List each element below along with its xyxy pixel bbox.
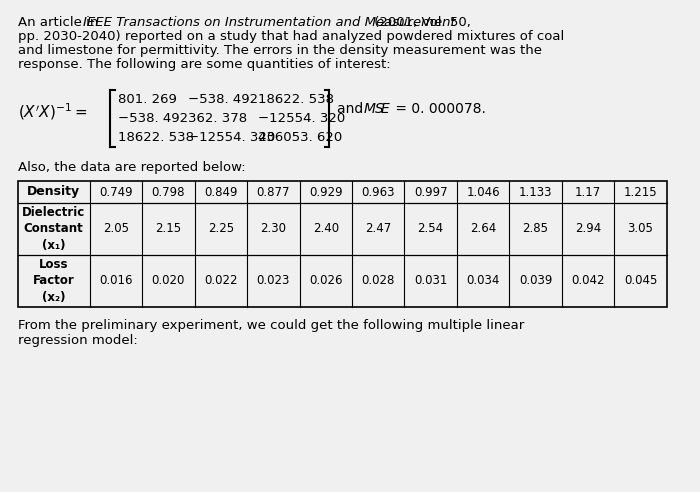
- Text: 0.849: 0.849: [204, 185, 237, 198]
- Text: 2.05: 2.05: [103, 222, 129, 236]
- Text: $(X'X)^{-1}=$: $(X'X)^{-1}=$: [18, 102, 88, 123]
- Text: 2.94: 2.94: [575, 222, 601, 236]
- Text: Loss
Factor
(x₂): Loss Factor (x₂): [33, 258, 74, 304]
- Text: 1.133: 1.133: [519, 185, 552, 198]
- Text: 3.05: 3.05: [627, 222, 653, 236]
- Text: 0.997: 0.997: [414, 185, 447, 198]
- Text: 0.022: 0.022: [204, 275, 237, 287]
- Text: 2.85: 2.85: [523, 222, 549, 236]
- Text: 0.963: 0.963: [361, 185, 395, 198]
- Text: regression model:: regression model:: [18, 334, 137, 347]
- Text: 0.929: 0.929: [309, 185, 342, 198]
- Text: 2.64: 2.64: [470, 222, 496, 236]
- Text: 0.031: 0.031: [414, 275, 447, 287]
- Text: 18622. 538: 18622. 538: [118, 131, 194, 144]
- Text: (2001, Vol. 50,: (2001, Vol. 50,: [370, 16, 471, 29]
- Text: 18622. 538: 18622. 538: [258, 93, 335, 106]
- Text: 1.215: 1.215: [624, 185, 657, 198]
- Text: and limestone for permittivity. The errors in the density measurement was the: and limestone for permittivity. The erro…: [18, 44, 542, 57]
- Text: MS: MS: [363, 102, 384, 116]
- Text: pp. 2030-2040) reported on a study that had analyzed powdered mixtures of coal: pp. 2030-2040) reported on a study that …: [18, 30, 564, 43]
- Text: 2.40: 2.40: [313, 222, 339, 236]
- Bar: [18, 181, 666, 307]
- Text: 2.25: 2.25: [208, 222, 234, 236]
- Text: 0.026: 0.026: [309, 275, 342, 287]
- Text: −538. 492: −538. 492: [118, 112, 188, 125]
- Text: 2.30: 2.30: [260, 222, 286, 236]
- Text: 0.749: 0.749: [99, 185, 133, 198]
- Text: 0.028: 0.028: [361, 275, 395, 287]
- Text: Density: Density: [27, 185, 81, 198]
- Text: E: E: [381, 102, 390, 116]
- Text: 0.020: 0.020: [152, 275, 185, 287]
- Text: 0.877: 0.877: [256, 185, 290, 198]
- Text: 362. 378: 362. 378: [188, 112, 247, 125]
- Text: 2.15: 2.15: [155, 222, 181, 236]
- Text: 2.47: 2.47: [365, 222, 391, 236]
- Text: = 0. 000078.: = 0. 000078.: [391, 102, 486, 116]
- Text: 1.046: 1.046: [466, 185, 500, 198]
- Text: 0.039: 0.039: [519, 275, 552, 287]
- Text: 0.798: 0.798: [152, 185, 185, 198]
- Text: An article in: An article in: [18, 16, 102, 29]
- Text: 0.023: 0.023: [257, 275, 290, 287]
- Text: IEEE Transactions on Instrumentation and Measurement: IEEE Transactions on Instrumentation and…: [83, 16, 456, 29]
- Text: −538. 492: −538. 492: [188, 93, 258, 106]
- Text: −12554. 320: −12554. 320: [258, 112, 346, 125]
- Text: 0.034: 0.034: [466, 275, 500, 287]
- Text: −12554. 320: −12554. 320: [188, 131, 275, 144]
- Text: and: and: [337, 102, 368, 116]
- Text: 0.042: 0.042: [571, 275, 605, 287]
- Text: 801. 269: 801. 269: [118, 93, 177, 106]
- Text: 0.045: 0.045: [624, 275, 657, 287]
- Text: 436053. 620: 436053. 620: [258, 131, 342, 144]
- Text: From the preliminary experiment, we could get the following multiple linear: From the preliminary experiment, we coul…: [18, 319, 524, 332]
- Text: 1.17: 1.17: [575, 185, 601, 198]
- Text: 2.54: 2.54: [418, 222, 444, 236]
- Text: response. The following are some quantities of interest:: response. The following are some quantit…: [18, 58, 390, 71]
- Text: 0.016: 0.016: [99, 275, 133, 287]
- Text: Dielectric
Constant
(x₁): Dielectric Constant (x₁): [22, 207, 85, 251]
- Text: Also, the data are reported below:: Also, the data are reported below:: [18, 161, 245, 174]
